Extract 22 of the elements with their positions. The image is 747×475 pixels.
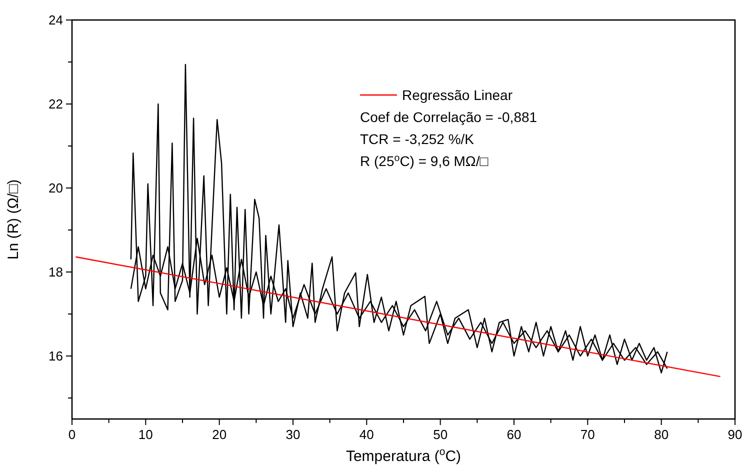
line-series: [130, 64, 668, 374]
annotation: R (25$^{o}$C) = 9,6 MΩ/□: [360, 152, 489, 169]
x-axis-title: Temperatura ($^{o}$C): [346, 446, 462, 465]
x-tick-label: 0: [68, 427, 76, 442]
x-tick-label: 90: [728, 427, 742, 442]
y-tick-label: 24: [48, 12, 63, 28]
annotation: TCR = -3,252 %/K: [360, 131, 475, 147]
y-tick-label: 20: [48, 180, 63, 196]
y-tick-label: 22: [48, 96, 63, 112]
x-tick-label: 30: [286, 427, 300, 442]
x-tick-label: 40: [359, 427, 374, 442]
y-tick-label: 18: [48, 264, 63, 280]
legend-label: Regressão Linear: [402, 87, 513, 103]
x-tick-label: 60: [506, 427, 522, 442]
x-tick-label: 50: [433, 427, 448, 442]
y-tick-label: 16: [48, 348, 63, 364]
x-tick-label: 70: [580, 427, 595, 442]
y-axis-title: Ln (R) (Ω/□): [5, 179, 22, 260]
x-tick-label: 20: [212, 427, 227, 442]
annotation: Coef de Correlação = -0,881: [360, 109, 538, 125]
x-tick-label: 80: [654, 427, 669, 442]
x-tick-label: 10: [138, 427, 153, 442]
